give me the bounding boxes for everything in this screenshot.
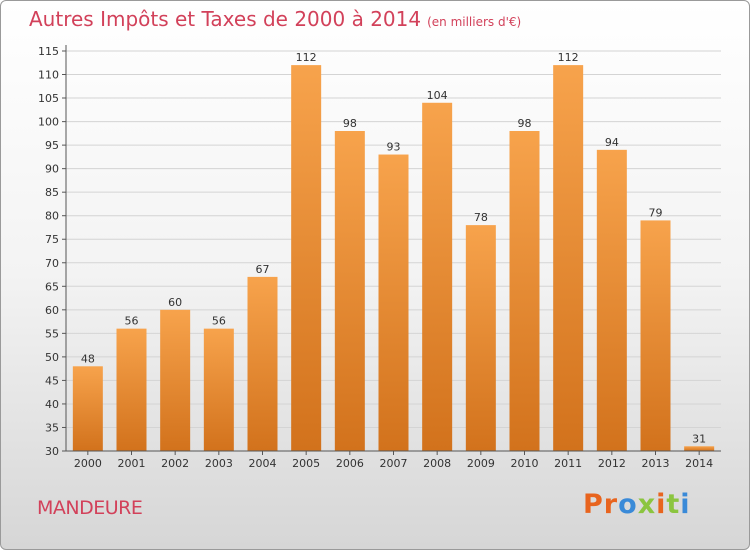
y-tick-label: 40 <box>45 398 59 411</box>
x-tick-label: 2006 <box>336 457 364 470</box>
data-label: 60 <box>168 296 182 309</box>
bar-2011 <box>553 65 584 451</box>
x-tick-label: 2004 <box>249 457 277 470</box>
x-tick-label: 2007 <box>380 457 408 470</box>
data-label: 56 <box>125 315 139 328</box>
logo-letter: t <box>666 489 681 520</box>
bar-2002 <box>160 309 191 451</box>
data-label: 112 <box>296 51 317 64</box>
data-label: 98 <box>518 117 532 130</box>
y-tick-label: 70 <box>45 257 59 270</box>
logo-letter: o <box>618 489 638 520</box>
x-tick-label: 2014 <box>685 457 713 470</box>
logo-letter: x <box>637 489 657 520</box>
bar-2005 <box>291 65 322 451</box>
x-axis-ticks: 2000 2001 2002 2003 2004 2005 2006 2007 2008 2009… <box>74 451 713 470</box>
data-label: 48 <box>81 352 95 365</box>
logo-letter: i <box>656 489 667 520</box>
y-tick-label: 110 <box>38 69 59 82</box>
bar-2012 <box>596 149 627 451</box>
y-axis-ticks: 30 35 40 45 50 55 60 65 70 75 80 85 90 95 100 105 110 115 <box>38 45 66 458</box>
y-tick-label: 30 <box>45 445 59 458</box>
data-label: 94 <box>605 136 619 149</box>
bar-2010 <box>509 131 540 451</box>
y-tick-label: 90 <box>45 163 59 176</box>
y-tick-label: 45 <box>45 374 59 387</box>
bar-2008 <box>422 102 453 451</box>
title-text: Autres Impôts et Taxes de 2000 à 2014 <box>29 7 422 31</box>
bars: 48 56 60 56 67 112 98 93 104 78 98 112 94 79 31 <box>72 51 715 451</box>
title-unit: (en milliers d'€) <box>427 15 522 29</box>
x-tick-label: 2002 <box>161 457 189 470</box>
bar-2007 <box>378 154 409 451</box>
bar-2009 <box>465 225 496 451</box>
x-tick-label: 2001 <box>118 457 146 470</box>
data-label: 93 <box>387 141 401 154</box>
data-label: 79 <box>649 206 663 219</box>
data-label: 56 <box>212 315 226 328</box>
y-tick-label: 105 <box>38 92 59 105</box>
bar-2003 <box>203 328 234 451</box>
x-tick-label: 2008 <box>423 457 451 470</box>
y-tick-label: 95 <box>45 139 59 152</box>
y-tick-label: 60 <box>45 304 59 317</box>
data-label: 67 <box>256 263 270 276</box>
y-tick-label: 85 <box>45 186 59 199</box>
data-label: 78 <box>474 211 488 224</box>
commune-name: MANDEURE <box>37 497 143 519</box>
logo-letter: r <box>603 489 619 520</box>
logo-letter: i <box>680 489 691 520</box>
bar-2014 <box>684 446 715 451</box>
x-tick-label: 2000 <box>74 457 102 470</box>
data-label: 31 <box>692 432 706 445</box>
y-tick-label: 55 <box>45 327 59 340</box>
bar-2000 <box>72 366 103 451</box>
y-tick-label: 35 <box>45 421 59 434</box>
y-tick-label: 65 <box>45 280 59 293</box>
x-tick-label: 2005 <box>292 457 320 470</box>
bar-2001 <box>116 328 147 451</box>
bar-2006 <box>334 131 365 451</box>
y-tick-label: 50 <box>45 351 59 364</box>
x-tick-label: 2013 <box>642 457 670 470</box>
y-tick-label: 115 <box>38 45 59 58</box>
x-tick-label: 2010 <box>511 457 539 470</box>
x-tick-label: 2009 <box>467 457 495 470</box>
y-tick-label: 75 <box>45 233 59 246</box>
y-tick-label: 100 <box>38 116 59 129</box>
x-tick-label: 2011 <box>554 457 582 470</box>
bar-2013 <box>640 220 671 451</box>
data-label: 98 <box>343 117 357 130</box>
bar-2004 <box>247 276 278 451</box>
proxiti-logo: Proxiti <box>583 489 691 520</box>
x-tick-label: 2012 <box>598 457 626 470</box>
y-tick-label: 80 <box>45 210 59 223</box>
data-label: 104 <box>427 89 448 102</box>
x-tick-label: 2003 <box>205 457 233 470</box>
logo-letter: P <box>583 489 604 520</box>
data-label: 112 <box>558 51 579 64</box>
chart-title: Autres Impôts et Taxes de 2000 à 2014 (en… <box>29 7 521 31</box>
